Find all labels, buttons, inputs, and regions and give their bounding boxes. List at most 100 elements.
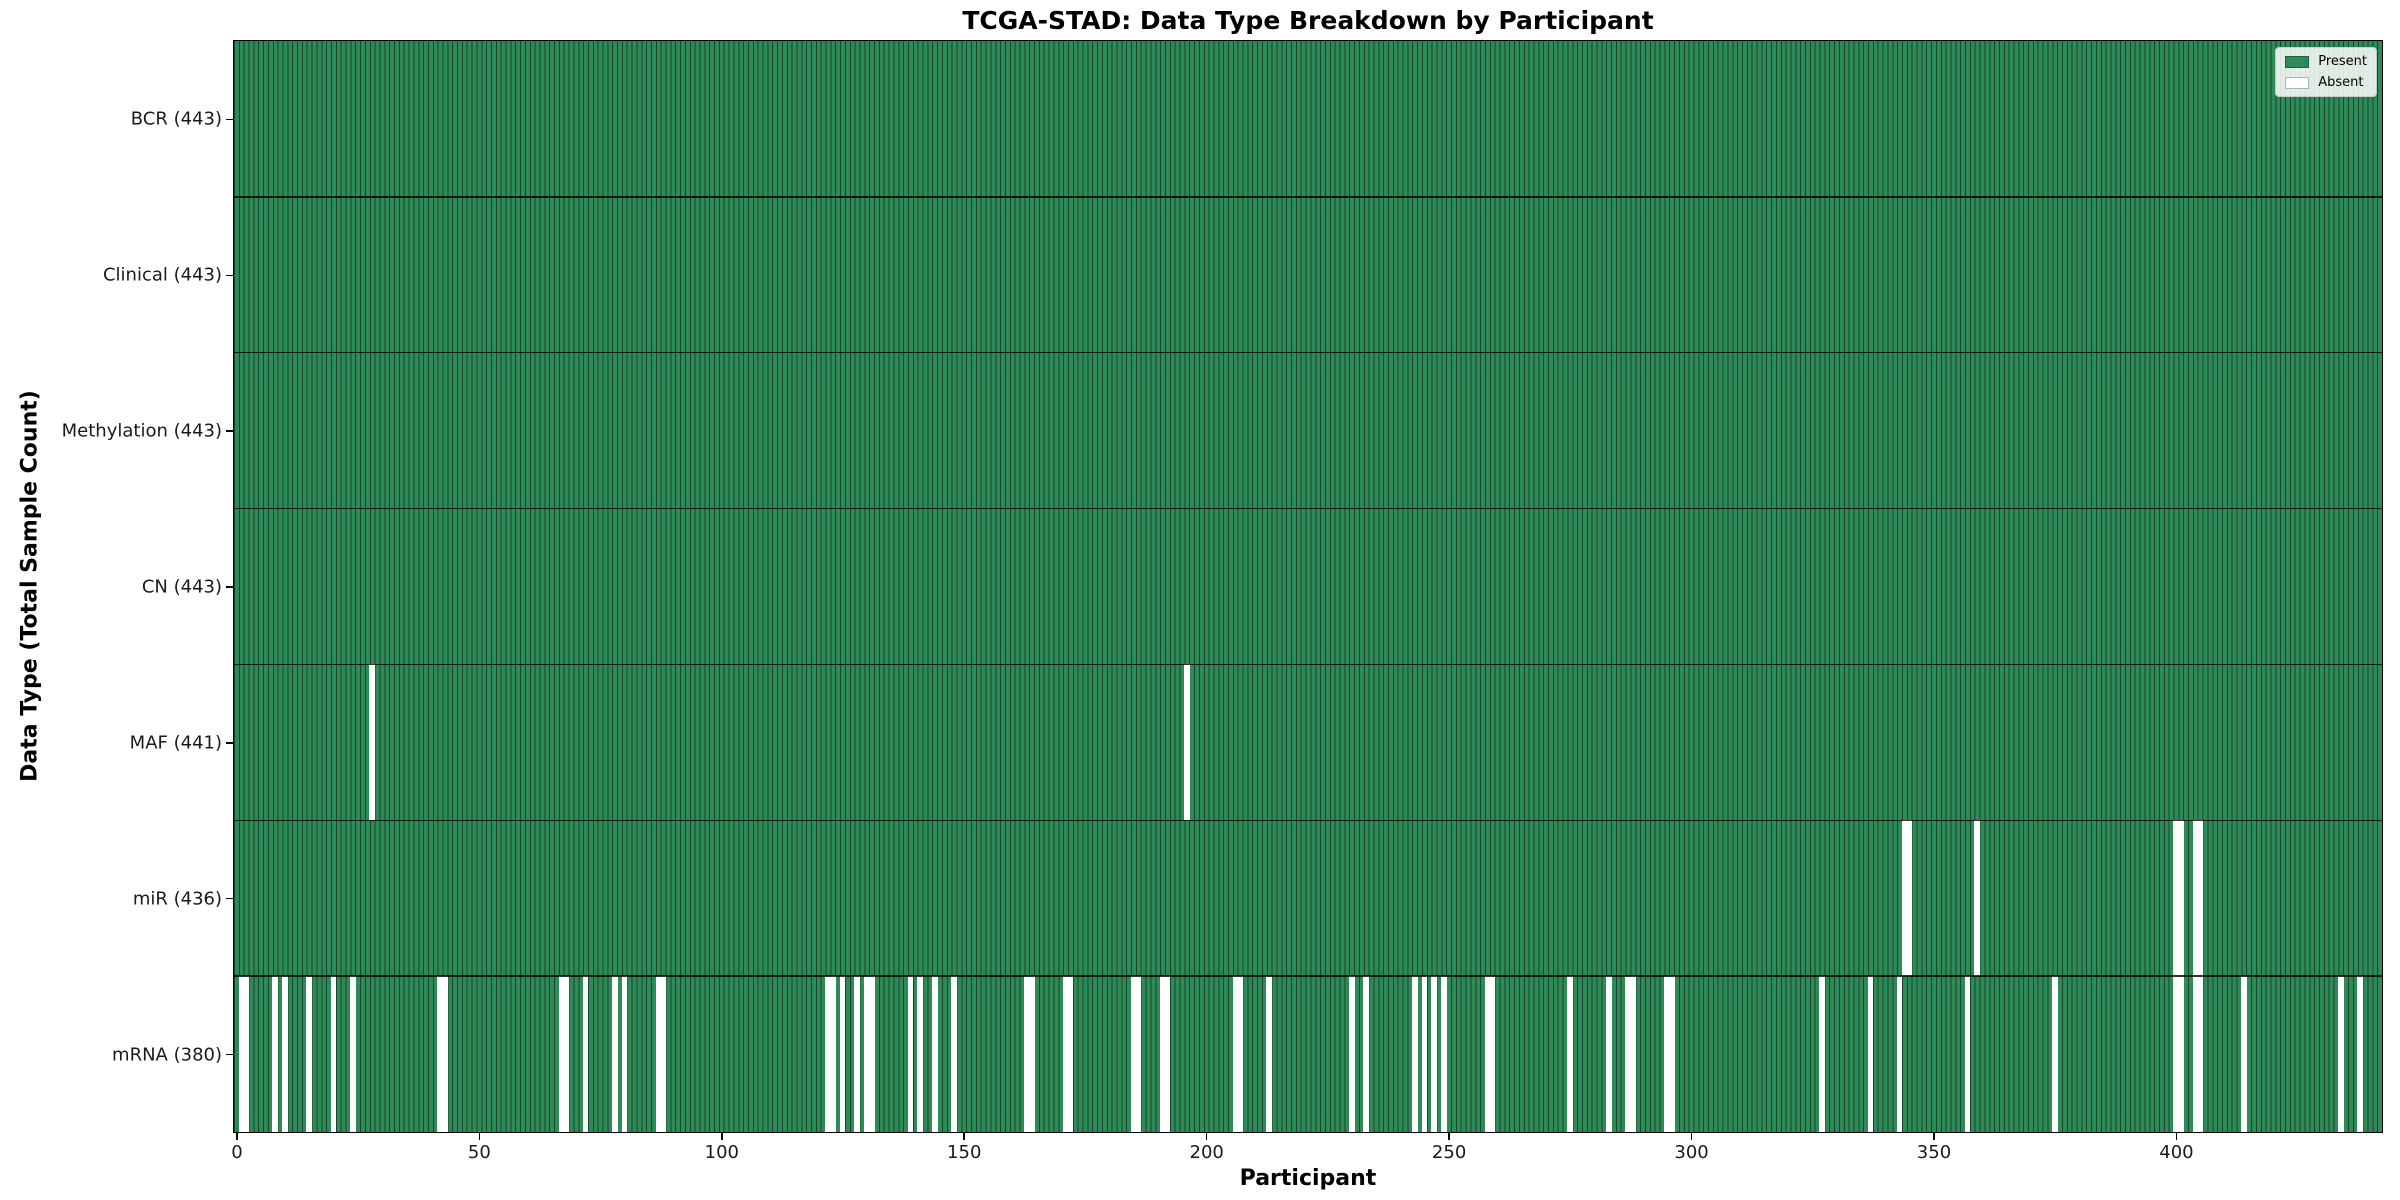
absent-gap-mRNA-283 <box>1605 976 1612 1132</box>
absent-gap-mRNA-259 <box>1489 976 1496 1132</box>
absent-gap-miR-344 <box>1901 820 1908 977</box>
x-tick-mark <box>1690 1133 1693 1140</box>
absent-gap-mRNA-172 <box>1067 976 1074 1132</box>
absent-gap-mRNA-131 <box>868 976 875 1132</box>
plot-area: Present Absent <box>233 40 2383 1133</box>
absent-gap-mRNA-8 <box>272 976 279 1132</box>
y-tick-mark <box>226 742 233 744</box>
y-tick-mark <box>226 118 233 121</box>
absent-gap-mRNA-128 <box>854 976 860 1132</box>
y-tick-mark <box>226 274 233 277</box>
absent-gap-miR-404 <box>2192 820 2199 977</box>
x-tick-mark <box>721 1133 723 1140</box>
absent-gap-mRNA-185 <box>1130 976 1137 1132</box>
x-tick-label-200: 200 <box>1189 1142 1224 1163</box>
absent-gap-mRNA-230 <box>1348 976 1355 1132</box>
row-boundary-line <box>234 196 2382 198</box>
absent-gap-mRNA-405 <box>2197 976 2204 1132</box>
absent-gap-miR-345 <box>1906 820 1913 977</box>
row-boundary-line <box>234 351 2382 354</box>
absent-gap-mRNA-438 <box>2357 976 2364 1132</box>
absent-gap-mRNA-249 <box>1441 976 1447 1132</box>
absent-gap-mRNA-375 <box>2051 976 2058 1132</box>
absent-gap-mRNA-2 <box>243 976 250 1132</box>
absent-gap-mRNA-72 <box>582 976 589 1132</box>
absent-gap-mRNA-123 <box>830 976 836 1132</box>
x-axis-label: Participant <box>1239 1166 1377 1191</box>
absent-gap-mRNA-434 <box>2338 976 2344 1132</box>
absent-gap-mRNA-404 <box>2192 976 2199 1132</box>
chart-title: TCGA-STAD: Data Type Breakdown by Partic… <box>962 6 1654 35</box>
absent-gap-mRNA-247 <box>1431 976 1437 1132</box>
absent-gap-mRNA-87 <box>655 976 662 1132</box>
absent-swatch <box>2285 76 2310 89</box>
absent-gap-mRNA-163 <box>1024 976 1030 1132</box>
x-tick-label-300: 300 <box>1674 1142 1709 1163</box>
x-tick-label-0: 0 <box>231 1142 243 1163</box>
absent-gap-mRNA-1 <box>238 976 245 1132</box>
y-tick-mark <box>226 1053 233 1056</box>
absent-gap-mRNA-67 <box>558 976 565 1132</box>
absent-gap-mRNA-130 <box>864 976 870 1132</box>
row-boundary-line <box>234 507 2382 510</box>
absent-gap-mRNA-245 <box>1421 976 1428 1132</box>
absent-gap-mRNA-337 <box>1867 976 1874 1132</box>
legend-label-absent: Absent <box>2318 75 2364 90</box>
absent-gap-mRNA-287 <box>1625 976 1631 1132</box>
y-tick-label-mir: miR (436) <box>132 888 222 910</box>
present-swatch <box>2285 55 2310 68</box>
row-boundary-line <box>234 819 2382 822</box>
legend-label-present: Present <box>2318 54 2367 69</box>
absent-gap-mRNA-122 <box>825 976 831 1132</box>
absent-gap-mRNA-42 <box>437 976 443 1132</box>
legend-entry-absent: Absent <box>2285 75 2367 90</box>
absent-gap-mRNA-125 <box>839 976 846 1132</box>
x-tick-mark <box>236 1133 238 1140</box>
absent-gap-mRNA-400 <box>2173 976 2179 1132</box>
absent-gap-mRNA-295 <box>1664 976 1670 1132</box>
x-tick-mark <box>478 1133 481 1140</box>
absent-gap-mRNA-296 <box>1668 976 1675 1132</box>
absent-gap-mRNA-15 <box>306 976 313 1132</box>
absent-gap-mRNA-164 <box>1028 976 1035 1132</box>
absent-gap-mRNA-139 <box>907 976 914 1132</box>
absent-gap-mRNA-171 <box>1062 976 1069 1132</box>
absent-gap-MAF-196 <box>1184 664 1190 821</box>
x-tick-mark <box>1448 1133 1450 1140</box>
absent-gap-miR-405 <box>2197 820 2204 977</box>
legend: Present Absent <box>2275 47 2377 97</box>
absent-gap-mRNA-327 <box>1819 976 1825 1132</box>
row-boundary-line <box>234 663 2382 666</box>
absent-gap-mRNA-78 <box>611 976 618 1132</box>
absent-gap-mRNA-24 <box>350 976 356 1132</box>
x-tick-mark <box>963 1133 965 1140</box>
legend-entry-present: Present <box>2285 54 2367 69</box>
y-tick-label-cn: CN (443) <box>141 576 222 598</box>
absent-gap-miR-359 <box>1974 820 1981 977</box>
x-tick-label-250: 250 <box>1431 1142 1467 1163</box>
absent-gap-mRNA-206 <box>1232 976 1239 1132</box>
x-tick-label-150: 150 <box>947 1142 982 1163</box>
absent-gap-mRNA-401 <box>2178 976 2184 1132</box>
absent-gap-mRNA-288 <box>1630 976 1636 1132</box>
absent-gap-mRNA-191 <box>1159 976 1166 1132</box>
absent-gap-mRNA-414 <box>2241 976 2247 1132</box>
absent-gap-miR-400 <box>2173 820 2179 977</box>
absent-gap-mRNA-357 <box>1964 976 1971 1132</box>
absent-gap-mRNA-343 <box>1896 976 1903 1132</box>
absent-gap-mRNA-144 <box>931 976 938 1132</box>
y-tick-label-methylation: Methylation (443) <box>61 420 222 442</box>
x-tick-mark <box>2175 1133 2178 1140</box>
x-tick-label-400: 400 <box>2159 1142 2194 1163</box>
x-tick-label-100: 100 <box>704 1142 739 1163</box>
y-tick-label-mrna: mRNA (380) <box>112 1044 222 1066</box>
row-boundary-line <box>234 975 2382 977</box>
absent-gap-mRNA-148 <box>951 976 957 1132</box>
y-tick-label-clinical: Clinical (443) <box>102 264 222 286</box>
absent-gap-mRNA-186 <box>1135 976 1142 1132</box>
absent-gap-mRNA-88 <box>660 976 667 1132</box>
x-tick-mark <box>1205 1133 1208 1140</box>
absent-gap-mRNA-20 <box>330 976 337 1132</box>
absent-gap-mRNA-258 <box>1484 976 1491 1132</box>
